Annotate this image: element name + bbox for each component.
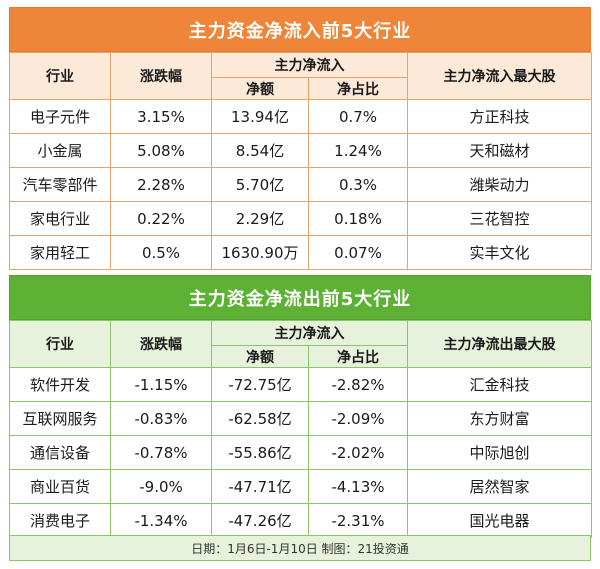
cell-industry: 电子元件: [9, 99, 111, 134]
cell-industry: 消费电子: [9, 503, 111, 538]
cell-industry: 通信设备: [9, 435, 111, 470]
cell-ratio: 0.07%: [308, 235, 408, 270]
cell-change: -9.0%: [110, 469, 212, 504]
cell-change: 3.15%: [110, 99, 212, 134]
cell-amount: -62.58亿: [211, 401, 309, 436]
header-ratio: 净占比: [308, 77, 408, 100]
cell-change: -1.34%: [110, 503, 212, 538]
table-row: 软件开发 -1.15% -72.75亿 -2.82% 汇金科技: [9, 367, 592, 402]
cell-top-stock: 汇金科技: [407, 367, 592, 402]
inflow-table: 行业 涨跌幅 主力净流入 主力净流入最大股 净额 净占比 电子元件 3.15% …: [9, 52, 592, 270]
cell-top-stock: 三花智控: [407, 201, 592, 236]
header-main-net: 主力净流入: [211, 52, 408, 78]
cell-ratio: -2.09%: [308, 401, 408, 436]
cell-industry: 互联网服务: [9, 401, 111, 436]
table-row: 消费电子 -1.34% -47.26亿 -2.31% 国光电器: [9, 503, 592, 538]
cell-top-stock: 天和磁材: [407, 133, 592, 168]
cell-top-stock: 东方财富: [407, 401, 592, 436]
table-row: 电子元件 3.15% 13.94亿 0.7% 方正科技: [9, 99, 592, 134]
cell-industry: 汽车零部件: [9, 167, 111, 202]
cell-ratio: -2.82%: [308, 367, 408, 402]
outflow-table: 行业 涨跌幅 主力净流入 主力净流出最大股 净额 净占比 软件开发 -1.15%…: [9, 320, 592, 538]
cell-amount: -47.26亿: [211, 503, 309, 538]
cell-industry: 商业百货: [9, 469, 111, 504]
header-change: 涨跌幅: [110, 52, 212, 100]
cell-top-stock: 潍柴动力: [407, 167, 592, 202]
cell-industry: 家电行业: [9, 201, 111, 236]
cell-top-stock: 实丰文化: [407, 235, 592, 270]
cell-industry: 家用轻工: [9, 235, 111, 270]
cell-industry: 软件开发: [9, 367, 111, 402]
header-main-net: 主力净流入: [211, 320, 408, 346]
cell-ratio: -2.31%: [308, 503, 408, 538]
cell-change: -1.15%: [110, 367, 212, 402]
cell-amount: -47.71亿: [211, 469, 309, 504]
cell-ratio: 1.24%: [308, 133, 408, 168]
cell-ratio: 0.18%: [308, 201, 408, 236]
header-industry: 行业: [9, 52, 111, 100]
cell-ratio: -2.02%: [308, 435, 408, 470]
table-row: 通信设备 -0.78% -55.86亿 -2.02% 中际旭创: [9, 435, 592, 470]
cell-top-stock: 方正科技: [407, 99, 592, 134]
header-ratio: 净占比: [308, 345, 408, 368]
outflow-title: 主力资金净流出前5大行业: [9, 275, 591, 320]
cell-amount: -72.75亿: [211, 367, 309, 402]
header-top-stock: 主力净流出最大股: [407, 320, 592, 368]
cell-change: -0.83%: [110, 401, 212, 436]
table-row: 汽车零部件 2.28% 5.70亿 0.3% 潍柴动力: [9, 167, 592, 202]
cell-ratio: 0.3%: [308, 167, 408, 202]
cell-industry: 小金属: [9, 133, 111, 168]
cell-change: 0.5%: [110, 235, 212, 270]
table-row: 商业百货 -9.0% -47.71亿 -4.13% 居然智家: [9, 469, 592, 504]
inflow-title: 主力资金净流入前5大行业: [9, 7, 591, 52]
cell-amount: 2.29亿: [211, 201, 309, 236]
table-row: 家用轻工 0.5% 1630.90万 0.07% 实丰文化: [9, 235, 592, 270]
footer-note: 日期：1月6日-1月10日 制图：21投资通: [9, 535, 591, 561]
cell-amount: 8.54亿: [211, 133, 309, 168]
cell-amount: 1630.90万: [211, 235, 309, 270]
cell-change: 5.08%: [110, 133, 212, 168]
header-amount: 净额: [211, 345, 309, 368]
table-row: 小金属 5.08% 8.54亿 1.24% 天和磁材: [9, 133, 592, 168]
header-top-stock: 主力净流入最大股: [407, 52, 592, 100]
table-row: 家电行业 0.22% 2.29亿 0.18% 三花智控: [9, 201, 592, 236]
cell-ratio: 0.7%: [308, 99, 408, 134]
cell-amount: -55.86亿: [211, 435, 309, 470]
cell-change: 0.22%: [110, 201, 212, 236]
header-amount: 净额: [211, 77, 309, 100]
cell-top-stock: 中际旭创: [407, 435, 592, 470]
cell-top-stock: 国光电器: [407, 503, 592, 538]
infographic: 主力资金净流入前5大行业 行业 涨跌幅 主力净流入 主力净流入最大股 净额 净占…: [9, 7, 592, 561]
cell-top-stock: 居然智家: [407, 469, 592, 504]
table-row: 互联网服务 -0.83% -62.58亿 -2.09% 东方财富: [9, 401, 592, 436]
header-industry: 行业: [9, 320, 111, 368]
cell-change: -0.78%: [110, 435, 212, 470]
header-change: 涨跌幅: [110, 320, 212, 368]
cell-change: 2.28%: [110, 167, 212, 202]
cell-amount: 5.70亿: [211, 167, 309, 202]
cell-amount: 13.94亿: [211, 99, 309, 134]
cell-ratio: -4.13%: [308, 469, 408, 504]
